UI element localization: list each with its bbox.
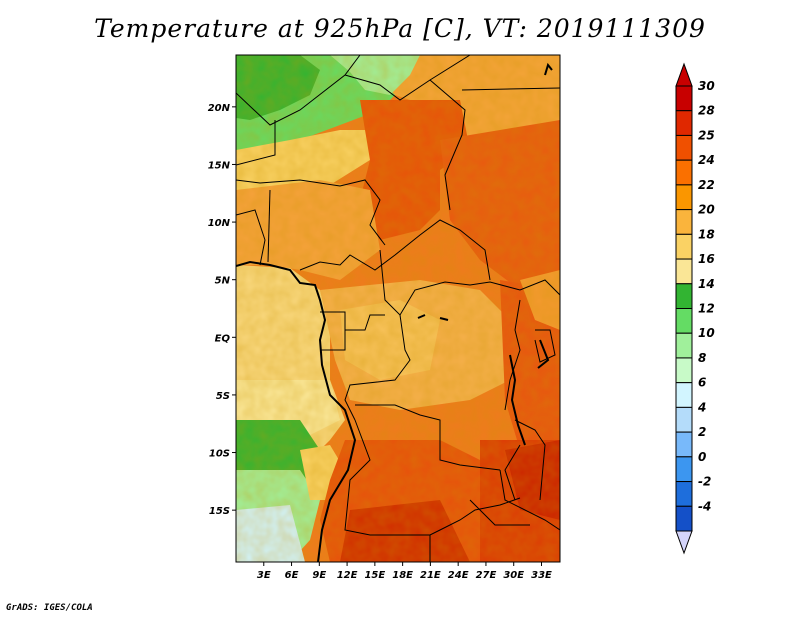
lat-label: 5N [215, 276, 231, 287]
lon-label: 24E [448, 570, 469, 581]
footer-credit: GrADS: IGES/COLA [6, 603, 93, 613]
colorbar-swatch [675, 505, 693, 532]
lon-label: 6E [285, 570, 299, 581]
colorbar-swatch [675, 209, 693, 235]
lat-label: 10N [208, 218, 231, 229]
colorbar-label: 2 [698, 425, 706, 439]
lat-label: 15S [209, 506, 230, 517]
colorbar-label: 25 [698, 128, 715, 142]
lon-label: 30E [503, 570, 524, 581]
latitude-labels: 20N 15N 10N 5N EQ 5S 10S 15S [208, 103, 236, 517]
colorbar-label: 4 [697, 400, 706, 414]
colorbar-label: 22 [698, 178, 715, 192]
colorbar-label: 20 [698, 203, 715, 217]
colorbar-swatch [675, 456, 693, 483]
colorbar-swatch [675, 357, 693, 384]
colorbar-bottom-arrow [675, 530, 693, 555]
colorbar-label: 30 [698, 79, 715, 93]
colorbar-label: -4 [698, 499, 711, 513]
map-frame [235, 54, 561, 563]
colorbar-swatch [675, 332, 693, 359]
colorbar-label: 0 [698, 450, 706, 464]
lon-label: 3E [257, 570, 271, 581]
colorbar-swatch [675, 283, 693, 309]
colorbar-swatch [675, 85, 693, 112]
colorbar-swatch [675, 134, 693, 161]
colorbar-label: 14 [698, 277, 715, 291]
lat-label: 20N [208, 103, 231, 114]
colorbar-label: 6 [698, 376, 706, 390]
colorbar-label: 18 [698, 227, 715, 241]
colorbar-swatch [675, 159, 693, 186]
colorbar-label: -2 [698, 475, 711, 489]
colorbar-label: 10 [698, 326, 715, 340]
lon-label: 12E [337, 570, 358, 581]
colorbar-swatch [675, 406, 693, 433]
lon-label: 33E [531, 570, 552, 581]
lon-label: 15E [364, 570, 385, 581]
colorbar-swatch [675, 184, 693, 211]
lon-label: 21E [420, 570, 441, 581]
colorbar-label: 24 [698, 153, 715, 167]
lat-label: EQ [215, 333, 231, 344]
lon-label: 18E [392, 570, 413, 581]
lon-label: 9E [312, 570, 326, 581]
colorbar-swatch [675, 481, 693, 507]
colorbar-swatch [675, 258, 693, 285]
chart-title: Temperature at 925hPa [C], VT: 201911130… [94, 14, 706, 43]
colorbar-swatch [675, 308, 693, 334]
coastlines [236, 62, 553, 562]
longitude-labels: 3E 6E 9E 12E 15E 18E 21E 24E 27E 30E 33E [257, 562, 552, 581]
colorbar-label: 28 [698, 104, 715, 118]
lat-label: 5S [216, 391, 230, 402]
temperature-field [236, 55, 560, 562]
lat-label: 10S [209, 449, 230, 460]
colorbar-label: 8 [698, 351, 706, 365]
colorbar-label: 12 [698, 302, 715, 316]
colorbar-swatch [675, 382, 693, 408]
lat-label: 15N [208, 160, 231, 171]
country-borders [236, 55, 560, 562]
colorbar-swatch [675, 431, 693, 458]
colorbar-top-arrow [675, 62, 693, 87]
colorbar-swatch [675, 110, 693, 136]
lon-label: 27E [476, 570, 497, 581]
colorbar-swatch [675, 233, 693, 260]
colorbar-label: 16 [698, 252, 715, 266]
